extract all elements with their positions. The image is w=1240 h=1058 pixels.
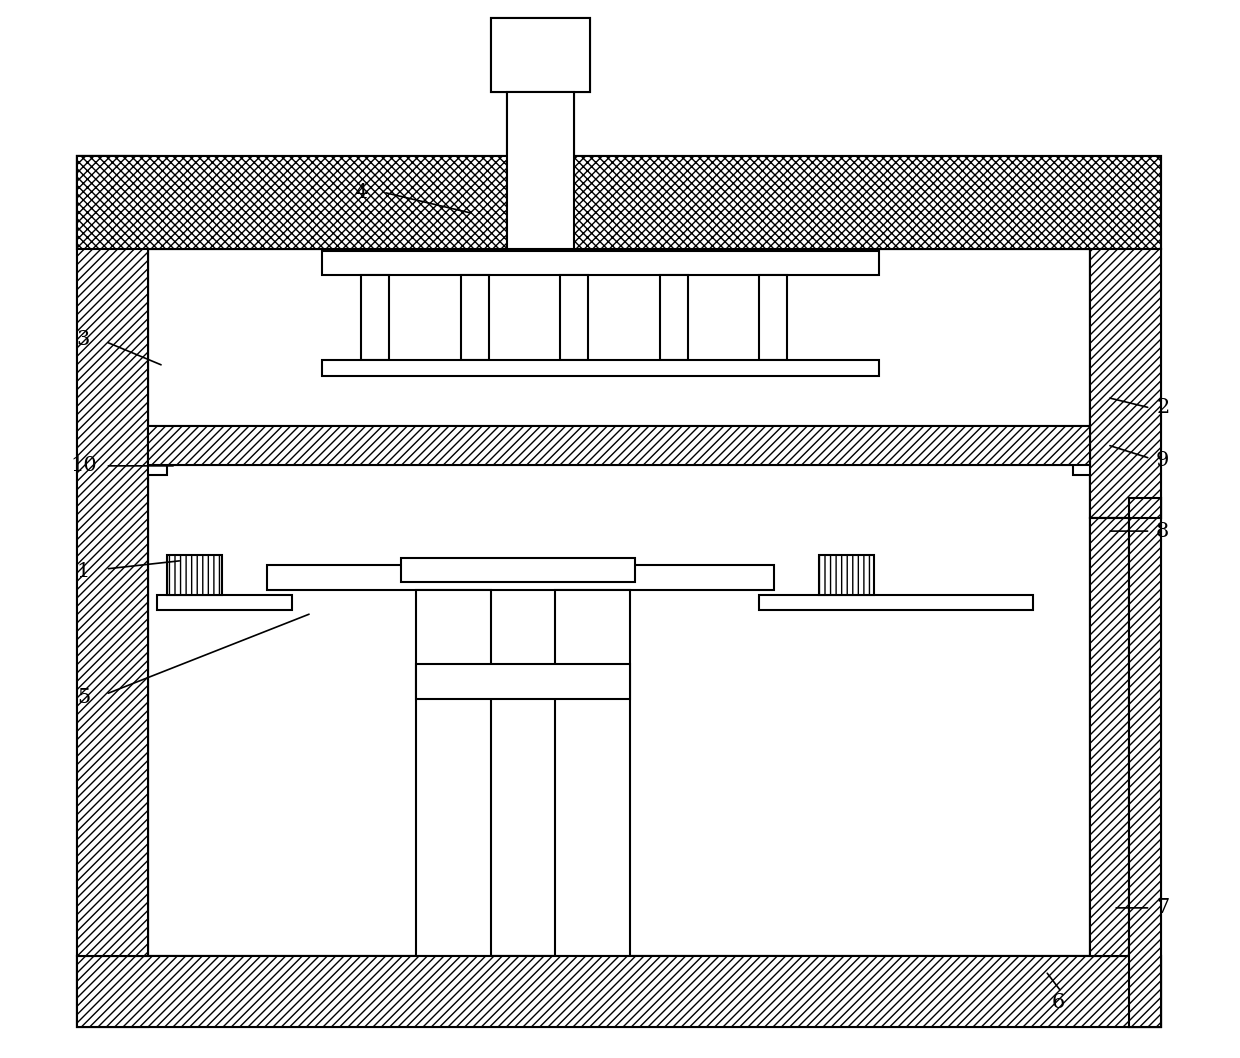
Bar — [556, 589, 630, 955]
Bar — [759, 595, 1033, 609]
Bar — [167, 554, 222, 595]
Text: 5: 5 — [77, 688, 91, 707]
Bar — [491, 18, 590, 92]
Bar — [149, 250, 1090, 425]
Bar — [1092, 460, 1146, 545]
Text: 8: 8 — [1156, 522, 1169, 541]
Bar — [321, 360, 879, 376]
Bar — [759, 275, 787, 360]
Bar — [81, 431, 138, 475]
Bar — [93, 545, 148, 729]
Bar — [149, 466, 1090, 955]
Bar — [1090, 250, 1161, 518]
Text: 10: 10 — [69, 456, 97, 475]
Bar — [267, 565, 774, 589]
Bar — [417, 589, 491, 955]
Bar — [560, 275, 588, 360]
Bar — [77, 156, 149, 1027]
Bar — [1092, 545, 1147, 729]
Text: 1: 1 — [77, 562, 91, 581]
Bar — [507, 92, 574, 250]
Bar — [149, 425, 1090, 466]
Bar — [77, 955, 1161, 1027]
Bar — [149, 425, 1090, 466]
Bar — [660, 275, 688, 360]
Bar — [361, 275, 389, 360]
Text: 3: 3 — [77, 330, 91, 349]
Text: 4: 4 — [355, 183, 367, 202]
Bar — [1090, 518, 1130, 955]
Text: 9: 9 — [1156, 451, 1169, 470]
Bar — [77, 156, 1161, 250]
Bar — [77, 156, 149, 955]
Bar — [157, 595, 291, 609]
Bar — [94, 460, 148, 545]
Bar — [818, 554, 874, 595]
Bar — [461, 275, 489, 360]
Bar — [491, 18, 590, 92]
Polygon shape — [1033, 440, 1092, 475]
Text: 2: 2 — [1156, 399, 1169, 418]
Bar — [77, 955, 1161, 1027]
Bar — [1090, 250, 1161, 518]
Bar — [321, 252, 879, 275]
Bar — [77, 156, 1161, 250]
Bar — [1130, 498, 1161, 1027]
Text: 7: 7 — [1156, 898, 1169, 917]
Bar — [1130, 498, 1161, 1027]
Bar — [1092, 431, 1147, 475]
Text: 6: 6 — [1052, 993, 1064, 1013]
Bar — [1090, 518, 1130, 955]
Bar — [417, 664, 630, 699]
Bar — [507, 92, 574, 250]
Polygon shape — [148, 440, 207, 475]
Bar — [402, 558, 635, 582]
